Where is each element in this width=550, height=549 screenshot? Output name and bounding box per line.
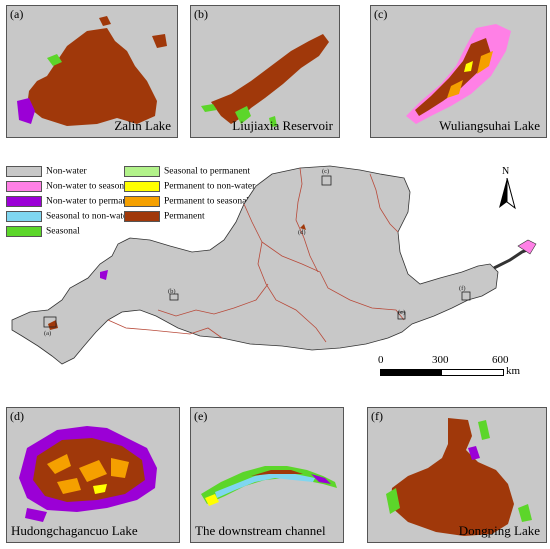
- legend-swatch: [6, 181, 42, 192]
- marker-label-f: (f): [459, 285, 466, 292]
- scale-unit: km: [506, 365, 521, 377]
- panel-a-title: Zalin Lake: [114, 118, 171, 133]
- marker-label-b: (b): [168, 288, 176, 295]
- panel-e-map: [201, 466, 337, 506]
- marker-label-e: (e): [398, 309, 405, 316]
- scale-bar-graphic: [380, 369, 504, 376]
- panel-f-label: (f): [371, 409, 383, 423]
- legend-swatch: [6, 211, 42, 222]
- basin-outline: [11, 165, 499, 365]
- panel-f: (f) Dongping Lake: [367, 407, 547, 543]
- panel-f-title: Dongping Lake: [458, 523, 540, 538]
- panel-a-map: [17, 16, 167, 126]
- panel-d-title: Hudongchagancuo Lake: [11, 523, 138, 538]
- panel-f-map: [386, 418, 532, 536]
- panel-c-label: (c): [374, 7, 388, 21]
- panel-d-map: [19, 426, 157, 522]
- north-label: N: [502, 166, 510, 177]
- panel-d: (d) Hudongchagancuo Lake: [6, 407, 180, 543]
- legend-item: Seasonal: [6, 226, 80, 238]
- legend-swatch: [6, 196, 42, 207]
- marker-label-c: (c): [322, 168, 329, 175]
- inset-markers: [43, 175, 471, 328]
- panel-c-title: Wuliangsuhai Lake: [439, 118, 540, 133]
- panel-b: (b) Liujiaxia Reservoir: [190, 5, 340, 138]
- legend-swatch: [124, 181, 160, 192]
- north-arrow-icon: [499, 178, 516, 210]
- legend-item: Seasonal to permanent: [124, 166, 250, 178]
- sub-basin-boundaries: [107, 167, 405, 343]
- scale-tick-300: 300: [432, 354, 449, 366]
- panel-e-label: (e): [194, 409, 208, 423]
- legend-item: Non-water: [6, 166, 87, 178]
- legend-swatch: [124, 211, 160, 222]
- panel-e: (e) The downstream channel: [190, 407, 344, 543]
- estuary: [517, 239, 537, 255]
- panel-c: (c) Wuliangsuhai Lake: [370, 5, 547, 138]
- legend-swatch: [6, 226, 42, 237]
- legend-item: Seasonal to non-water: [6, 211, 130, 223]
- legend-swatch: [124, 166, 160, 177]
- panel-c-map: [406, 24, 511, 124]
- legend-item: Permanent: [124, 211, 205, 223]
- panel-a: (a) Zalin Lake: [6, 5, 178, 138]
- legend-item: Permanent to seasonal: [124, 196, 249, 208]
- panel-e-title: The downstream channel: [195, 523, 326, 538]
- legend-item: Permanent to non-water: [124, 181, 255, 193]
- panel-b-label: (b): [194, 7, 208, 21]
- basin-patches: [48, 224, 306, 330]
- scale-tick-0: 0: [378, 354, 384, 366]
- legend-item: Non-water to permanent: [6, 196, 139, 208]
- legend-item: Non-water to seasonal: [6, 181, 131, 193]
- scale-bar: 0 300 600 km: [378, 354, 530, 384]
- marker-label-a: (a): [44, 330, 51, 337]
- panel-b-map: [201, 34, 329, 127]
- panel-a-label: (a): [10, 7, 24, 21]
- legend: Non-water Non-water to seasonal Non-wate…: [6, 162, 255, 244]
- legend-swatch: [124, 196, 160, 207]
- north-arrow: N: [497, 166, 517, 212]
- scale-tick-600: 600: [492, 354, 509, 366]
- marker-label-d: (d): [298, 229, 306, 236]
- basin-map: (a) (b) (c) (d) (e) (f): [11, 165, 537, 365]
- panel-b-title: Liujiaxia Reservoir: [232, 118, 333, 133]
- legend-swatch: [6, 166, 42, 177]
- panel-d-label: (d): [10, 409, 24, 423]
